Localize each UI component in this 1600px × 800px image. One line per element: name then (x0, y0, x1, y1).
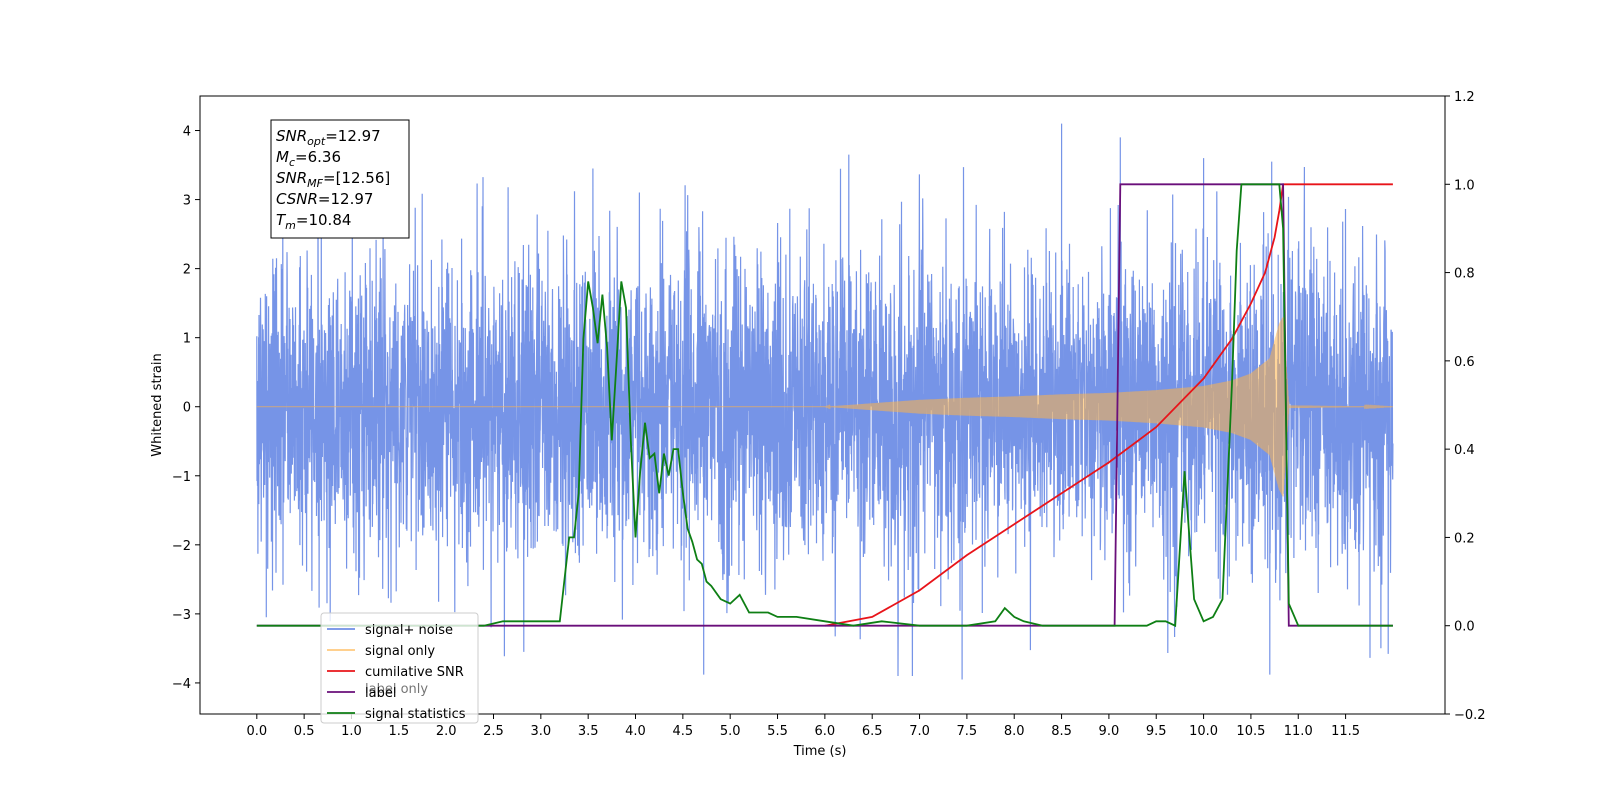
legend-ghost-label: label only (365, 682, 428, 697)
y-tick-label: −3 (172, 608, 191, 623)
x-tick-label: 3.0 (530, 724, 551, 739)
series-signal-only (256, 317, 1393, 497)
y-axis-title: Whitened strain (150, 353, 165, 456)
signal-noise-line (256, 123, 1394, 680)
x-tick-label: 8.5 (1051, 724, 1072, 739)
x-tick-label: 9.5 (1146, 724, 1167, 739)
annotation-line: Mc=6.36 (276, 148, 341, 169)
y2-tick-label: 0.2 (1454, 531, 1475, 546)
legend-frame (320, 612, 479, 724)
x-tick-label: 11.5 (1331, 724, 1360, 739)
y2-tick-label: 1.2 (1454, 90, 1475, 105)
annotation-value: =[12.56] (323, 169, 390, 187)
x-tick-label: 4.5 (673, 724, 694, 739)
x-tick-label: 2.5 (483, 724, 504, 739)
annotation-line: SNRMF=[12.56] (276, 169, 390, 190)
annotation-line: Tm=10.84 (276, 211, 351, 232)
axes-frame (199, 95, 1446, 715)
annotation-subscript: opt (307, 135, 326, 148)
annotation-value: =12.97 (318, 190, 374, 208)
y-tick-label: 4 (183, 125, 191, 140)
legend-label: cumilative SNR (365, 665, 464, 680)
x-tick-label: 9.0 (1099, 724, 1120, 739)
y-axis-right-ticks: −0.2 0.0 0.2 0.4 0.6 0.8 1.0 1.2 (1445, 90, 1486, 723)
x-tick-label: 1.0 (341, 724, 362, 739)
x-tick-label: 6.0 (815, 724, 836, 739)
annotation-symbol: M (276, 148, 289, 166)
legend-label: label (365, 686, 396, 701)
series-cumulative-snr (824, 183, 1393, 627)
x-axis-ticks: 0.0 0.5 1.0 1.5 2.0 2.5 3.0 3.5 4.0 4.5 5.0 5.5 6.0 6… (246, 714, 1360, 739)
annotation-subscript: m (285, 219, 296, 232)
y-tick-label: 1 (183, 332, 191, 347)
x-tick-label: 6.5 (862, 724, 883, 739)
x-tick-label: 5.0 (720, 724, 741, 739)
annotation-subscript: c (289, 156, 295, 169)
annotation-frame (270, 119, 410, 239)
y2-tick-label: 0.4 (1454, 443, 1475, 458)
x-tick-label: 10.0 (1189, 724, 1218, 739)
y2-tick-label: −0.2 (1454, 708, 1486, 723)
x-axis-title: Time (s) (793, 744, 847, 759)
x-tick-label: 10.5 (1236, 724, 1265, 739)
annotation-symbol: CSNR (276, 190, 318, 208)
x-tick-label: 11.0 (1284, 724, 1313, 739)
y-tick-label: 0 (183, 401, 191, 416)
cumulative-snr-line (824, 183, 1393, 627)
x-tick-label: 2.0 (436, 724, 457, 739)
x-tick-label: 0.0 (246, 724, 267, 739)
annotation-line: SNRopt=12.97 (276, 127, 381, 148)
y2-tick-label: 1.0 (1454, 178, 1475, 193)
y2-tick-label: 0.6 (1454, 355, 1475, 370)
annotation-value: =6.36 (295, 148, 341, 166)
series-signal-statistics (256, 183, 1393, 628)
y-tick-label: 3 (183, 194, 191, 209)
series-signal-noise (256, 123, 1394, 680)
y-tick-label: −1 (172, 470, 191, 485)
y2-tick-label: 0.8 (1454, 267, 1475, 282)
legend-label: signal statistics (365, 707, 466, 722)
legend: label only signal+ noise signal only cumila… (320, 612, 479, 724)
x-tick-label: 4.0 (625, 724, 646, 739)
y-tick-label: 2 (183, 263, 191, 278)
x-tick-label: 1.5 (388, 724, 409, 739)
annotation-symbol: SNR (276, 127, 307, 145)
annotation-value: =12.97 (325, 127, 381, 145)
annotation-subscript: MF (307, 177, 323, 190)
annotation-value: =10.84 (296, 211, 352, 229)
legend-label: signal only (365, 644, 435, 659)
y-axis-left-ticks: −4 −3 −2 −1 0 1 2 3 4 (172, 125, 200, 692)
x-tick-label: 3.5 (578, 724, 599, 739)
y-tick-label: −2 (172, 539, 191, 554)
x-tick-label: 8.0 (1004, 724, 1025, 739)
y-tick-label: −4 (172, 677, 191, 692)
signal-only-line (256, 317, 1393, 497)
annotation-line: CSNR=12.97 (276, 190, 373, 208)
annotation-symbol: SNR (276, 169, 307, 187)
x-tick-label: 0.5 (294, 724, 315, 739)
x-tick-label: 5.5 (767, 724, 788, 739)
annotation-symbol: T (276, 211, 287, 229)
signal-statistics-line (256, 183, 1393, 628)
x-tick-label: 7.0 (909, 724, 930, 739)
annotation-box: SNRopt=12.97Mc=6.36SNRMF=[12.56]CSNR=12.… (270, 119, 410, 239)
legend-label: signal+ noise (365, 623, 453, 638)
x-tick-label: 7.5 (957, 724, 978, 739)
y2-tick-label: 0.0 (1454, 620, 1475, 635)
